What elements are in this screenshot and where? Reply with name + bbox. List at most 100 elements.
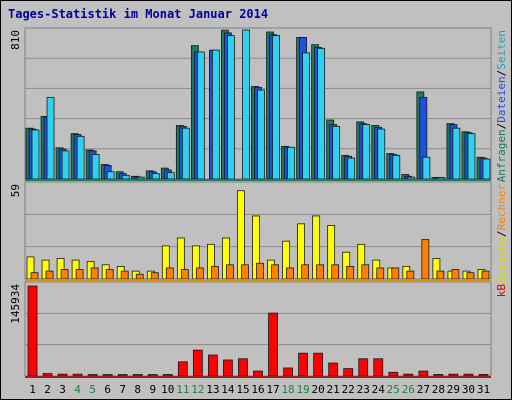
bar-rechner-21 xyxy=(331,264,340,280)
legend-item: Besuche xyxy=(495,237,508,283)
x-tick-label-16: 16 xyxy=(251,383,264,396)
x-tick-label-4: 4 xyxy=(74,383,81,396)
x-tick-label-20: 20 xyxy=(312,383,325,396)
x-tick-label-2: 2 xyxy=(44,383,51,396)
bar-seiten-24 xyxy=(377,128,386,180)
x-tick-label-28: 28 xyxy=(432,383,445,396)
bar-rechner-7 xyxy=(120,270,129,280)
x-tick-label-23: 23 xyxy=(357,383,370,396)
x-tick-label-15: 15 xyxy=(236,383,249,396)
legend-item: Rechner xyxy=(495,184,508,231)
legend-item: Dateien xyxy=(495,76,508,122)
bar-seiten-30 xyxy=(467,133,476,180)
bar-seiten-19 xyxy=(302,52,310,180)
legend-item: Anfragen xyxy=(495,129,508,182)
plot-area xyxy=(24,281,492,377)
bar-seiten-8 xyxy=(136,176,145,180)
x-tick-label-29: 29 xyxy=(447,383,460,396)
bar-rechner-23 xyxy=(361,264,370,280)
bar-rechner-19 xyxy=(301,264,309,280)
bar-seiten-7 xyxy=(121,174,130,180)
x-tick-label-30: 30 xyxy=(462,383,475,396)
bar-seiten-13 xyxy=(212,49,220,180)
x-tick-label-25: 25 xyxy=(387,383,400,396)
bar-rechner-9 xyxy=(150,272,159,280)
y-axis-max-label: 59 xyxy=(9,184,22,197)
bar-seiten-15 xyxy=(242,29,250,180)
x-tick-label-21: 21 xyxy=(327,383,340,396)
bar-kb-4 xyxy=(72,373,83,377)
x-tick-label-26: 26 xyxy=(402,383,415,396)
bar-seiten-1 xyxy=(31,129,40,180)
x-tick-label-19: 19 xyxy=(296,383,309,396)
bar-kb-13 xyxy=(208,354,218,377)
bar-rechner-2 xyxy=(45,270,54,280)
bar-kb-23 xyxy=(358,358,369,377)
bar-seiten-31 xyxy=(482,158,491,180)
bar-rechner-10 xyxy=(165,267,174,280)
bar-kb-14 xyxy=(223,359,233,377)
bar-seiten-4 xyxy=(76,135,85,180)
bar-rechner-27 xyxy=(421,239,430,280)
bar-seiten-17 xyxy=(272,35,280,180)
bar-rechner-4 xyxy=(75,269,84,280)
bar-rechner-18 xyxy=(286,267,294,280)
y-axis-max-label: 810 xyxy=(9,30,22,50)
bar-rechner-17 xyxy=(271,264,279,280)
bar-seiten-3 xyxy=(61,150,70,180)
chart-title: Tages-Statistik im Monat Januar 2014 xyxy=(8,7,269,21)
bar-kb-21 xyxy=(328,362,339,377)
bar-kb-27 xyxy=(418,370,429,377)
bar-kb-17 xyxy=(268,312,278,377)
bar-rechner-30 xyxy=(466,272,475,280)
bar-rechner-28 xyxy=(436,270,445,280)
x-tick-label-27: 27 xyxy=(417,383,430,396)
bar-rechner-6 xyxy=(105,269,114,280)
y-axis-max-label: 145934 xyxy=(9,284,22,324)
bar-kb-6 xyxy=(102,374,113,377)
bar-kb-9 xyxy=(147,374,158,377)
x-tick-label-13: 13 xyxy=(206,383,219,396)
bar-seiten-11 xyxy=(181,127,190,180)
bar-seiten-21 xyxy=(332,125,341,180)
x-tick-label-8: 8 xyxy=(134,383,141,396)
legend: kB xyxy=(495,284,508,298)
bar-rechner-12 xyxy=(195,267,204,280)
bar-seiten-25 xyxy=(392,155,401,180)
bar-kb-10 xyxy=(162,374,173,377)
x-tick-label-1: 1 xyxy=(29,383,36,396)
bar-kb-30 xyxy=(463,373,474,377)
bar-seiten-6 xyxy=(106,171,115,180)
bar-kb-26 xyxy=(403,373,414,377)
bar-kb-1 xyxy=(27,285,38,377)
bar-kb-2 xyxy=(42,373,53,377)
x-tick-label-17: 17 xyxy=(266,383,279,396)
bar-rechner-24 xyxy=(376,267,385,280)
bar-rechner-11 xyxy=(180,269,189,280)
bar-rechner-31 xyxy=(481,270,490,280)
x-tick-label-6: 6 xyxy=(104,383,111,396)
bar-rechner-26 xyxy=(406,270,415,280)
x-tick-label-14: 14 xyxy=(221,383,235,396)
bar-seiten-18 xyxy=(287,146,295,180)
bar-rechner-14 xyxy=(226,264,234,280)
x-tick-label-5: 5 xyxy=(89,383,96,396)
bar-seiten-16 xyxy=(257,89,265,180)
bar-kb-19 xyxy=(298,352,308,377)
legend-separator: / xyxy=(495,230,508,237)
bar-kb-29 xyxy=(448,373,459,377)
legend-separator: / xyxy=(495,123,508,130)
x-tick-label-10: 10 xyxy=(161,383,174,396)
bar-kb-28 xyxy=(433,374,444,377)
bar-rechner-1 xyxy=(30,272,39,280)
bar-kb-24 xyxy=(373,358,384,377)
bar-seiten-26 xyxy=(407,176,416,180)
legend-item: kB xyxy=(495,284,508,298)
bar-rechner-20 xyxy=(316,264,325,280)
bar-rechner-5 xyxy=(90,267,99,280)
bar-seiten-9 xyxy=(151,173,160,180)
bar-kb-25 xyxy=(388,371,399,377)
